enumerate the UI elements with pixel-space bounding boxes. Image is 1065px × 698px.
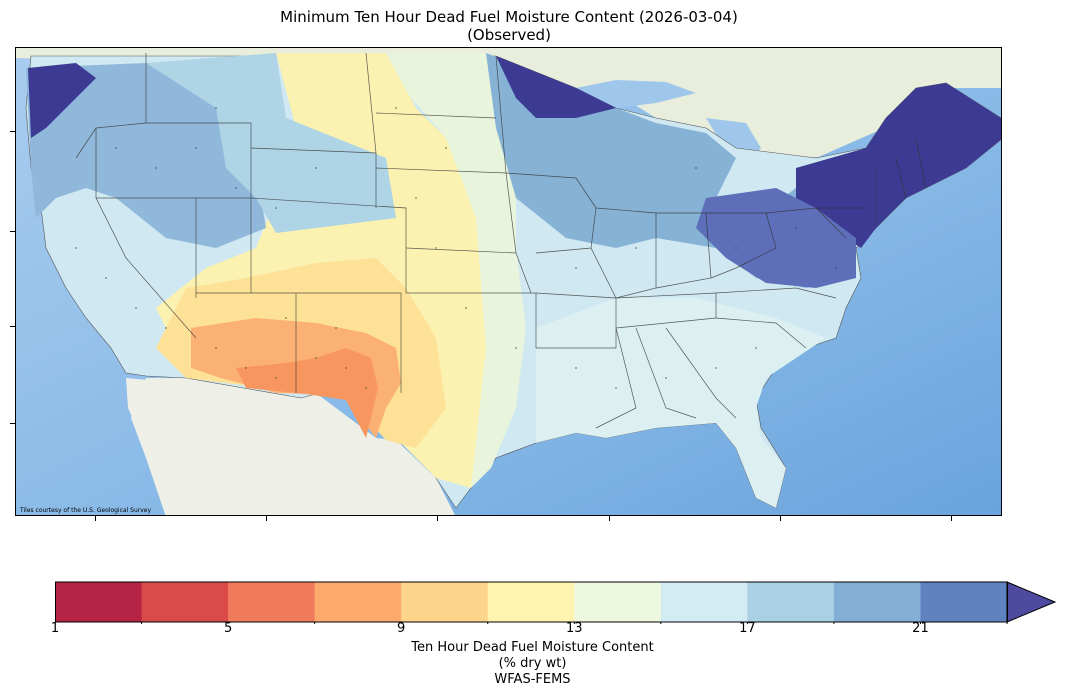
colorbar-segment xyxy=(141,582,229,622)
colorbar-svg xyxy=(54,581,1057,626)
colorbar-tick-label: 17 xyxy=(739,621,756,636)
colorbar-title-line-1: Ten Hour Dead Fuel Moisture Content xyxy=(411,640,654,655)
map-svg xyxy=(16,48,1001,515)
x-tick-5 xyxy=(780,516,781,521)
map-panel[interactable]: Tiles courtesy of the U.S. Geological Su… xyxy=(15,47,1002,516)
colorbar-title-line-2: (% dry wt) xyxy=(498,656,567,671)
colorbar-tick-label: 1 xyxy=(50,621,60,636)
moisture-blue-northwest xyxy=(26,63,266,248)
colorbar-segment xyxy=(487,582,575,622)
moisture-blue-north xyxy=(146,53,396,233)
y-tick-2 xyxy=(10,231,15,232)
colorbar-segment xyxy=(314,582,402,622)
figure-title: Minimum Ten Hour Dead Fuel Moisture Cont… xyxy=(0,8,1018,44)
moisture-dark-blue-pacific-nw xyxy=(28,63,96,138)
moisture-dark-blue-upper-midwest xyxy=(496,56,616,118)
y-tick-3 xyxy=(10,326,15,327)
mexico-land xyxy=(131,378,455,515)
x-tick-6 xyxy=(951,516,952,521)
x-tick-1 xyxy=(95,516,96,521)
colorbar-extend-arrow xyxy=(1006,581,1057,623)
x-tick-4 xyxy=(609,516,610,521)
colorbar xyxy=(54,580,1060,626)
moisture-dark-blue-northeast xyxy=(796,83,1001,248)
moisture-light-southeast xyxy=(536,298,826,508)
colorbar-segment xyxy=(228,582,316,622)
colorbar-segment xyxy=(833,582,921,622)
colorbar-segment xyxy=(660,582,748,622)
x-tick-3 xyxy=(437,516,438,521)
colorbar-segment xyxy=(747,582,835,622)
lake-superior xyxy=(576,80,696,108)
state-borders xyxy=(75,52,927,429)
title-line-1: Minimum Ten Hour Dead Fuel Moisture Cont… xyxy=(280,8,738,26)
colorbar-tick-label: 21 xyxy=(912,621,929,636)
station-markers xyxy=(75,107,837,389)
colorbar-segment xyxy=(401,582,489,622)
map-attribution: Tiles courtesy of the U.S. Geological Su… xyxy=(20,507,152,514)
y-tick-1 xyxy=(10,131,15,132)
colorbar-title-line-3: WFAS-FEMS xyxy=(494,672,571,687)
y-tick-4 xyxy=(10,423,15,424)
colorbar-segment xyxy=(55,582,143,622)
moisture-deep-orange xyxy=(236,348,378,438)
canada-land xyxy=(16,48,1001,158)
colorbar-tick-label: 13 xyxy=(565,621,583,636)
baja-land xyxy=(126,378,176,493)
colorbar-outline xyxy=(55,581,1008,623)
colorbar-segment xyxy=(920,582,1008,622)
x-tick-2 xyxy=(266,516,267,521)
title-line-2: (Observed) xyxy=(467,26,551,44)
colorbar-tick-label: 5 xyxy=(223,621,233,636)
colorbar-segment xyxy=(574,582,662,622)
colorbar-tick-label: 9 xyxy=(397,621,406,636)
moisture-light-green xyxy=(386,53,526,488)
